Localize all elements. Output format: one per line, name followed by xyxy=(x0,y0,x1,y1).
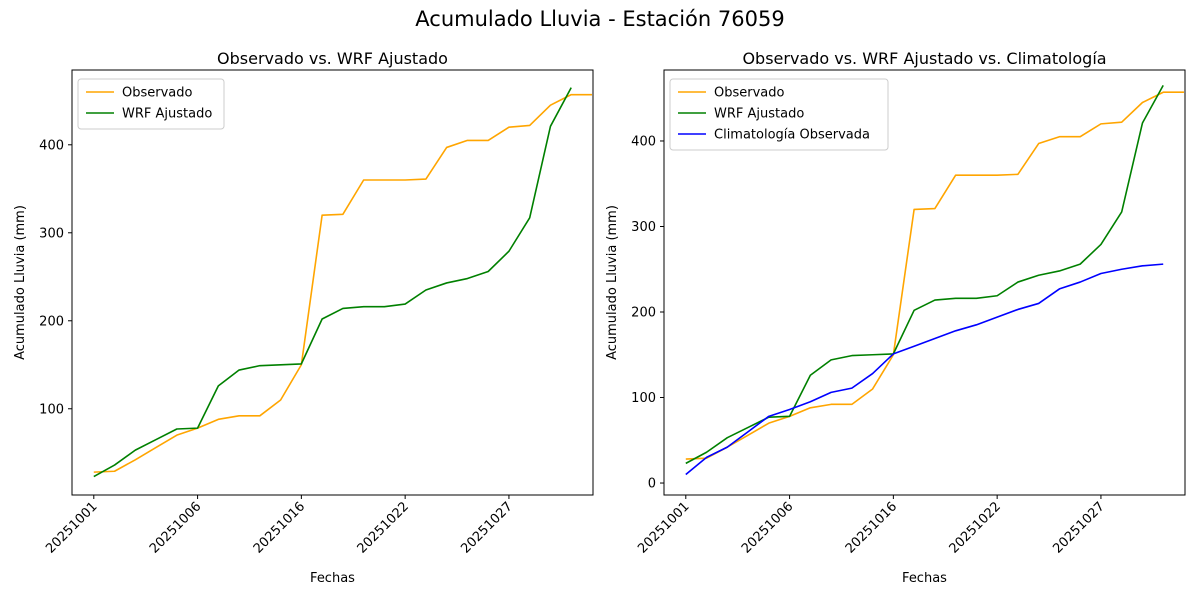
legend-label: WRF Ajustado xyxy=(714,107,804,122)
legend-box xyxy=(77,78,225,130)
series-line-wrf-ajustado xyxy=(93,87,572,478)
y-tick-label: 200 xyxy=(631,306,656,321)
x-axis-label: Fechas xyxy=(310,571,355,586)
x-axis-label: Fechas xyxy=(902,571,947,586)
y-tick-label: 300 xyxy=(39,226,64,241)
x-tick-label: 20251022 xyxy=(355,499,412,556)
subplot-title: Observado vs. WRF Ajustado xyxy=(217,49,448,68)
y-tick-label: 400 xyxy=(39,138,64,153)
figure-suptitle: Acumulado Lluvia - Estación 76059 xyxy=(415,7,785,31)
x-tick-label: 20251001 xyxy=(43,499,100,556)
legend-label: WRF Ajustado xyxy=(122,107,212,122)
x-tick-label: 20251006 xyxy=(147,499,204,556)
y-tick-label: 100 xyxy=(39,402,64,417)
series-line-observado xyxy=(685,91,1184,460)
x-tick-label: 20251016 xyxy=(251,499,308,556)
x-tick-label: 20251022 xyxy=(947,499,1004,556)
legend-label: Climatología Observada xyxy=(714,128,870,143)
legend-label: Observado xyxy=(122,86,193,101)
y-axis-label: Acumulado Lluvia (mm) xyxy=(13,205,28,360)
y-tick-label: 400 xyxy=(631,134,656,149)
series-line-climatolog-a-observada xyxy=(685,263,1164,476)
x-tick-label: 20251027 xyxy=(1050,499,1107,556)
y-tick-label: 300 xyxy=(631,220,656,235)
x-tick-label: 20251027 xyxy=(458,499,515,556)
legend-label: Observado xyxy=(714,86,785,101)
series-line-observado xyxy=(93,93,592,473)
subplot-title: Observado vs. WRF Ajustado vs. Climatolo… xyxy=(742,49,1106,68)
x-tick-label: 20251016 xyxy=(843,499,900,556)
y-tick-label: 200 xyxy=(39,314,64,329)
subplot-left: Observado vs. WRF Ajustado 100 200 300 400 20… xyxy=(13,49,594,586)
x-tick-label: 20251001 xyxy=(635,499,692,556)
y-axis-label: Acumulado Lluvia (mm) xyxy=(605,205,620,360)
y-tick-label: 100 xyxy=(631,391,656,406)
subplot-right: Observado vs. WRF Ajustado vs. Climatolo… xyxy=(605,49,1186,586)
legend-box xyxy=(669,78,889,151)
x-tick-label: 20251006 xyxy=(739,499,796,556)
y-tick-label: 0 xyxy=(648,477,656,492)
axes-frame xyxy=(71,69,594,496)
axes-frame xyxy=(663,69,1186,496)
